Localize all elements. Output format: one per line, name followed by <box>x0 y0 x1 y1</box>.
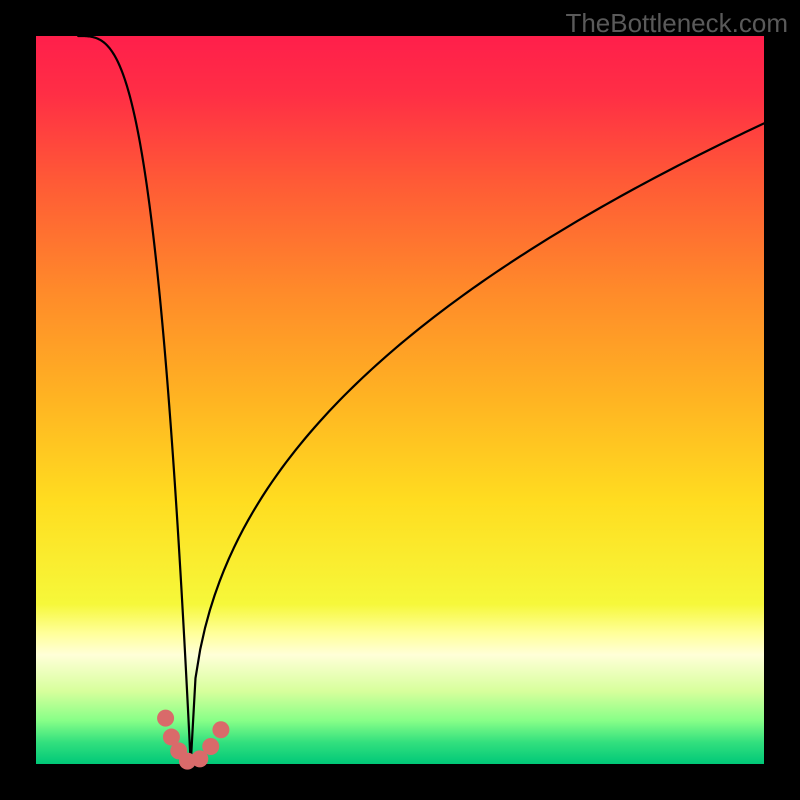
curve-marker <box>157 710 174 727</box>
curve-marker <box>212 721 229 738</box>
chart-curve-layer <box>36 36 764 764</box>
watermark-text: TheBottleneck.com <box>565 8 788 39</box>
chart-plot-area <box>36 36 764 764</box>
chart-stage: TheBottleneck.com <box>0 0 800 800</box>
bottleneck-curve <box>78 36 764 764</box>
curve-marker <box>202 738 219 755</box>
